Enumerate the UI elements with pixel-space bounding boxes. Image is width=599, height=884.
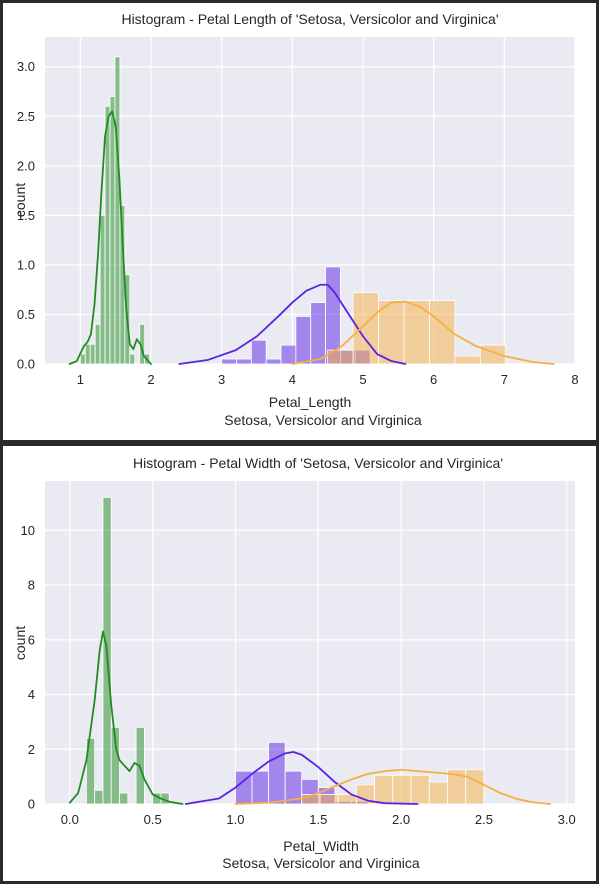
kde-curves — [68, 630, 552, 805]
histogram-bar — [110, 726, 120, 805]
histogram-bar — [410, 774, 430, 805]
histogram-bar — [378, 300, 405, 365]
y-axis-label: count — [12, 183, 28, 217]
y-tick-labels: 0.0 0.5 1.0 1.5 2.0 2.5 3.0 — [17, 59, 35, 371]
x-tick-label: 7 — [501, 372, 508, 387]
x-tick-label: 2 — [147, 372, 154, 387]
histogram-bar — [310, 302, 326, 365]
histogram-bar — [319, 794, 339, 805]
kde-curve — [68, 110, 152, 365]
chart-title: Histogram - Petal Length of 'Setosa, Ver… — [121, 11, 498, 27]
y-tick-label: 0 — [28, 797, 35, 812]
histogram-bar — [428, 781, 448, 805]
histogram-bar — [251, 770, 269, 805]
kde-curves — [68, 110, 555, 365]
x-tick-label: 8 — [571, 372, 578, 387]
y-axis-label: count — [12, 626, 28, 660]
petal-length-chart: Histogram - Petal Length of 'Setosa, Ver… — [12, 11, 579, 428]
x-tick-label: 3.0 — [558, 812, 576, 827]
x-tick-label: 5 — [359, 372, 366, 387]
histogram-bar — [454, 355, 481, 365]
chart-title: Histogram - Petal Width of 'Setosa, Vers… — [133, 455, 503, 471]
x-tick-label: 2.5 — [475, 812, 493, 827]
histogram-bar — [79, 353, 86, 365]
kde-curve — [178, 283, 407, 365]
x-axis-sublabel: Setosa, Versicolor and Virginica — [224, 412, 422, 428]
histogram-bar — [465, 769, 485, 805]
histogram-bar — [429, 300, 456, 365]
histogram-bar — [268, 742, 286, 805]
histogram-bar — [295, 316, 312, 365]
kde-curve — [184, 751, 419, 805]
y-tick-label: 3.0 — [17, 59, 35, 74]
petal-length-chart-panel: Histogram - Petal Length of 'Setosa, Ver… — [3, 3, 596, 440]
x-tick-label: 1.5 — [309, 812, 327, 827]
x-tick-label: 4 — [289, 372, 296, 387]
histogram-bar — [392, 774, 412, 805]
kde-curve — [291, 300, 555, 365]
y-tick-label: 2 — [28, 742, 35, 757]
y-tick-label: 2.5 — [17, 109, 35, 124]
x-tick-label: 6 — [430, 372, 437, 387]
y-tick-label: 6 — [28, 632, 35, 647]
x-tick-label: 3 — [218, 372, 225, 387]
x-tick-label: 2.0 — [392, 812, 410, 827]
y-tick-label: 1.0 — [17, 257, 35, 272]
histogram-bar — [280, 344, 297, 365]
plot-area — [45, 481, 575, 804]
y-tick-label: 0.0 — [17, 357, 35, 372]
plot-area — [45, 37, 575, 364]
y-tick-labels: 0 2 4 6 8 10 — [21, 523, 35, 812]
x-tick-label: 1.0 — [226, 812, 244, 827]
petal-width-chart-panel: Histogram - Petal Width of 'Setosa, Vers… — [3, 446, 596, 881]
y-tick-label: 10 — [21, 523, 35, 538]
x-axis-label: Petal_Length — [269, 394, 352, 410]
x-tick-label: 0.0 — [61, 812, 79, 827]
histogram-bar — [94, 323, 101, 365]
histogram-bar — [129, 353, 136, 365]
histogram-bars — [86, 497, 485, 805]
histogram-bar — [236, 358, 252, 365]
y-tick-label: 2.0 — [17, 158, 35, 173]
grid — [45, 481, 575, 805]
kde-curve — [234, 768, 552, 805]
y-tick-label: 1.5 — [17, 208, 35, 223]
histogram-bars — [79, 56, 507, 365]
y-tick-label: 4 — [28, 687, 35, 702]
histogram-bar — [109, 96, 116, 365]
histogram-bar — [89, 343, 96, 365]
histogram-bar — [86, 737, 96, 805]
y-tick-label: 0.5 — [17, 307, 35, 322]
histogram-bar — [99, 214, 106, 365]
histogram-bar — [374, 774, 394, 805]
histogram-bar — [114, 56, 121, 365]
histogram-bar — [119, 792, 129, 805]
x-tick-labels: 0.0 0.5 1.0 1.5 2.0 2.5 3.0 — [61, 812, 576, 827]
histogram-bar — [104, 105, 111, 365]
x-tick-labels: 1 2 3 4 5 6 7 8 — [77, 372, 579, 387]
histogram-bar — [265, 358, 282, 365]
x-tick-label: 0.5 — [144, 812, 162, 827]
histogram-bar — [221, 358, 237, 365]
histogram-bar — [84, 343, 91, 365]
histogram-bar — [325, 266, 341, 365]
kde-curve — [68, 630, 184, 805]
histogram-bar — [94, 789, 104, 805]
petal-width-chart: Histogram - Petal Width of 'Setosa, Vers… — [12, 455, 576, 871]
histogram-bar — [250, 339, 267, 365]
x-axis-sublabel: Setosa, Versicolor and Virginica — [222, 855, 420, 871]
x-tick-label: 1 — [77, 372, 84, 387]
y-tick-label: 8 — [28, 578, 35, 593]
x-axis-label: Petal_Width — [283, 838, 358, 854]
